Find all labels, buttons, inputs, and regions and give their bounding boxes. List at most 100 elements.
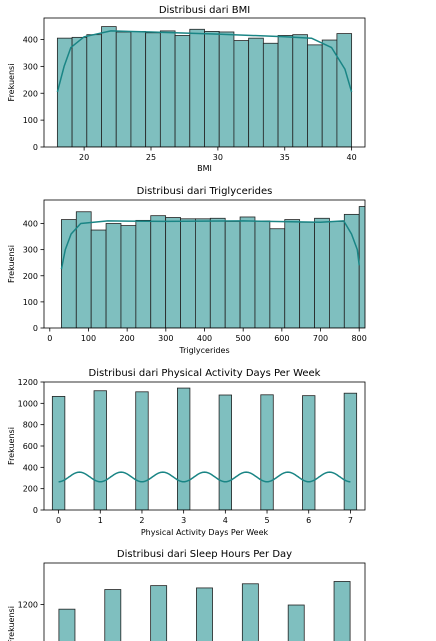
histogram-bar: [165, 217, 181, 328]
kde-line: [56, 30, 353, 93]
x-tick-label: 7: [348, 516, 353, 525]
histogram-bar: [86, 34, 102, 147]
histogram-bar: [105, 223, 122, 328]
y-tick-label: 0: [33, 506, 38, 515]
histogram-bar: [209, 217, 226, 328]
x-tick-label: 3: [181, 516, 186, 525]
histogram-bar: [196, 587, 213, 641]
x-tick-label: 6: [306, 516, 311, 525]
chart-title: Distribusi dari BMI: [159, 5, 250, 16]
x-tick-label: 0: [47, 334, 52, 343]
axes-frame: [43, 17, 366, 148]
histogram-bar: [120, 225, 137, 328]
histogram-bar: [358, 206, 365, 328]
histogram-bar: [269, 228, 286, 328]
y-tick-label: 200: [23, 89, 38, 98]
y-tick-label: 200: [23, 272, 38, 281]
histogram-bar: [104, 589, 122, 641]
y-tick-label: 100: [23, 298, 38, 307]
x-axis-label: Physical Activity Days Per Week: [141, 528, 269, 537]
histogram-bar: [75, 211, 92, 328]
histogram-bar: [159, 30, 176, 147]
histogram-bar: [93, 390, 107, 510]
histogram-bar: [314, 217, 330, 328]
histogram-bar: [189, 28, 205, 147]
y-tick-label: 400: [23, 220, 38, 229]
x-tick-label: 700: [313, 334, 328, 343]
histogram-bar: [321, 39, 338, 147]
histogram-bar: [284, 219, 301, 328]
histogram-bar: [130, 31, 147, 147]
y-tick-label: 300: [23, 246, 38, 255]
chart-panel-1: 0 100 200 300 400 20 25 30 35 40 Distribusi dari B…: [7, 5, 366, 173]
histogram-bar: [336, 33, 353, 147]
x-tick-label: 100: [81, 334, 96, 343]
plot-area: [56, 26, 353, 147]
plot-area: [58, 581, 351, 641]
y-axis-label: Frekuensi: [7, 427, 16, 465]
histogram-bar: [180, 218, 196, 328]
chart-title: Distribusi dari Physical Activity Days P…: [89, 368, 321, 379]
x-tick-label: 1: [98, 516, 103, 525]
x-tick-label: 20: [79, 153, 89, 162]
x-axis-label: Triglycerides: [178, 346, 229, 355]
chart-title: Distribusi dari Triglycerides: [137, 186, 273, 197]
y-tick-label: 1200: [18, 378, 38, 387]
y-tick-label: 400: [23, 36, 38, 45]
x-tick-label: 40: [347, 153, 357, 162]
y-tick-label: 1000: [18, 399, 38, 408]
histogram-bar: [90, 229, 107, 328]
chart-panel-2: 0 100 200 300 400 0 100 200 300 400 500 600 700 800 Di…: [7, 186, 367, 355]
y-tick-label: 100: [23, 116, 38, 125]
histogram-bar: [343, 213, 360, 328]
y-tick-label: 600: [23, 442, 38, 451]
x-tick-label: 400: [197, 334, 212, 343]
histogram-bar: [241, 583, 259, 641]
kde-line: [58, 471, 351, 483]
y-tick-label: 400: [23, 463, 38, 472]
histogram-bar: [239, 216, 256, 328]
histogram-bar: [150, 215, 167, 328]
histogram-bar: [71, 36, 88, 147]
histogram-bar: [145, 32, 161, 147]
histogram-bar: [307, 44, 323, 147]
histogram-bar: [287, 604, 305, 641]
histogram-bar: [277, 35, 294, 147]
histogram-bar: [254, 220, 271, 328]
y-tick-label: 0: [33, 143, 38, 152]
y-axis-label: Frekuensi: [7, 245, 16, 283]
y-tick-label: 0: [33, 324, 38, 333]
y-tick-label: 800: [23, 421, 38, 430]
x-tick-label: 200: [120, 334, 135, 343]
plot-area: [51, 387, 358, 510]
histogram-bar: [115, 31, 132, 147]
y-tick-label: 1200: [18, 601, 38, 610]
histogram-bar: [150, 585, 168, 641]
histogram-bar: [260, 394, 274, 510]
chart-panel-4: 80010001200Distribusi dari Sleep Hours P…: [7, 549, 366, 641]
histogram-bar: [61, 219, 77, 328]
histogram-bar: [333, 581, 351, 641]
x-tick-label: 300: [158, 334, 173, 343]
histogram-bar: [218, 394, 232, 510]
histogram-bar: [233, 40, 250, 147]
histogram-bar: [218, 31, 235, 147]
histogram-bar: [58, 608, 76, 641]
histogram-bar: [135, 391, 149, 510]
histogram-bar: [195, 218, 211, 328]
x-tick-label: 30: [213, 153, 223, 162]
histogram-bar: [101, 26, 117, 147]
histogram-bar: [204, 31, 220, 147]
histogram-bar: [343, 392, 358, 510]
x-tick-label: 800: [352, 334, 367, 343]
axes-frame: [43, 562, 366, 641]
plot-area: [60, 206, 365, 328]
histogram-bar: [177, 387, 191, 510]
x-tick-label: 600: [274, 334, 289, 343]
histogram-bar: [262, 42, 279, 147]
x-tick-label: 0: [56, 516, 61, 525]
histogram-bar: [299, 221, 315, 328]
histogram-bar: [248, 37, 264, 147]
chart-panel-3: 0 200 400 600 800 1000 1200 0 1 2 3 4 5 6 7 Distribusi …: [7, 368, 366, 537]
